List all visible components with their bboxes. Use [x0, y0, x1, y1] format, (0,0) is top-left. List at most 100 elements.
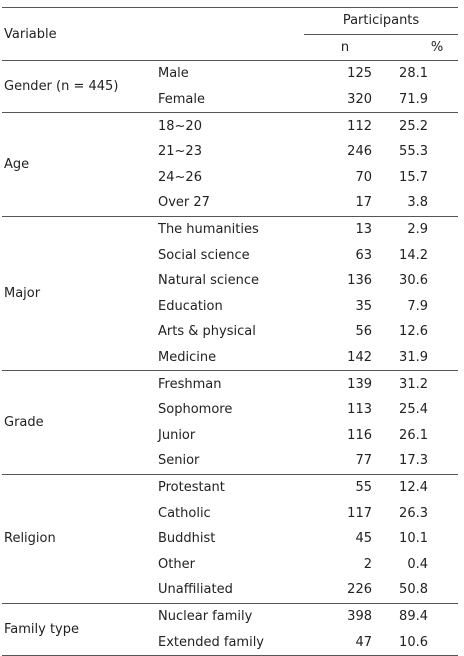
percent-cell: 30.6	[399, 273, 428, 289]
percent-cell: 28.1	[399, 66, 428, 82]
table-row: 24~26 70 15.7	[2, 165, 458, 191]
percent-cell: 3.8	[407, 195, 428, 211]
percent-cell: 17.3	[399, 453, 428, 469]
percent-cell: 50.8	[399, 582, 428, 598]
table-row: Senior 77 17.3	[2, 448, 458, 474]
subgroup-label: 21~23	[158, 144, 202, 160]
subgroup-label: Protestant	[154, 473, 304, 501]
count-cell: 116	[347, 427, 372, 443]
count-cell: 35	[355, 298, 372, 314]
table-row: Arts & physical 56 12.6	[2, 319, 458, 345]
percent-cell: 31.9	[399, 350, 428, 366]
count-cell: 17	[355, 195, 372, 211]
percent-cell: 12.6	[399, 324, 428, 340]
group-label: Religion	[2, 473, 154, 604]
percent-cell: 26.3	[399, 505, 428, 521]
table-row: Natural science 136 30.6	[2, 268, 458, 294]
count-cell: 45	[355, 531, 372, 547]
count-cell: 246	[347, 144, 372, 160]
table-row: Grade Freshman 139 31.2	[2, 370, 458, 475]
table-row: Religion Protestant 55 12.4	[2, 473, 458, 604]
count-cell: 77	[355, 453, 372, 469]
subgroup-label: Social science	[158, 247, 250, 263]
table-row: Sophomore 113 25.4	[2, 397, 458, 423]
subgroup-label: The humanities	[154, 215, 304, 243]
table-row: Other 2 0.4	[2, 551, 458, 577]
subgroup-label: Medicine	[158, 350, 217, 366]
subgroup-label: Nuclear family	[154, 602, 304, 630]
count-cell: 2	[363, 556, 372, 572]
count-cell: 117	[347, 505, 372, 521]
subgroup-label: Over 27	[158, 195, 210, 211]
subgroup-label: Catholic	[158, 505, 211, 521]
count-cell: 136	[347, 273, 372, 289]
percent-cell: 14.2	[399, 247, 428, 263]
percent-cell: 12.4	[386, 473, 458, 501]
group-label: Grade	[2, 370, 154, 475]
percent-cell: 25.4	[399, 402, 428, 418]
count-cell: 47	[304, 629, 386, 656]
subgroup-label: Other	[158, 556, 195, 572]
count-cell: 139	[304, 370, 386, 397]
count-cell: 142	[347, 350, 372, 366]
subgroup-label: Female	[158, 92, 206, 108]
subgroup-label: 24~26	[158, 169, 202, 185]
table-row: Over 27 17 3.8	[2, 190, 458, 216]
count-cell: 112	[304, 112, 386, 139]
count-cell: 320	[347, 92, 372, 108]
percent-cell: 89.4	[386, 602, 458, 630]
table-row: 21~23 246 55.3	[2, 139, 458, 165]
percent-cell: 7.9	[407, 298, 428, 314]
percent-cell: 15.7	[399, 169, 428, 185]
table-body: Gender (n = 445) Male 125 28.1 Female 320 71.9…	[2, 60, 458, 656]
count-cell: 56	[355, 324, 372, 340]
subgroup-label: Freshman	[154, 370, 304, 397]
subgroup-label: Natural science	[158, 273, 259, 289]
table-row: Major The humanities 13 2.9	[2, 215, 458, 372]
percent-cell: 25.2	[386, 112, 458, 139]
count-cell: 398	[304, 602, 386, 630]
table-row: Female 320 71.9	[2, 87, 458, 113]
header-row: Variable Participants	[2, 6, 458, 62]
table-row: Age 18~20 112 25.2	[2, 112, 458, 217]
percent-cell: 0.4	[407, 556, 428, 572]
count-cell: 113	[347, 402, 372, 418]
table-row: Junior 116 26.1	[2, 423, 458, 449]
percent-cell: 71.9	[399, 92, 428, 108]
percent-cell: 10.6	[386, 629, 458, 656]
table-row: Unaffiliated 226 50.8	[2, 577, 458, 603]
subgroup-label: Buddhist	[158, 531, 216, 547]
percent-cell: 2.9	[386, 215, 458, 243]
percent-cell: 55.3	[399, 144, 428, 160]
subgroup-label: 18~20	[154, 112, 304, 139]
table-row: Medicine 142 31.9	[2, 345, 458, 371]
subgroup-label: Arts & physical	[158, 324, 256, 340]
table-row: Gender (n = 445) Male 125 28.1	[2, 60, 458, 114]
table-row: Buddhist 45 10.1	[2, 526, 458, 552]
n-header: n	[304, 34, 386, 62]
count-cell: 63	[355, 247, 372, 263]
count-cell: 125	[347, 66, 372, 82]
subgroup-label: Extended family	[154, 629, 304, 656]
subgroup-label: Sophomore	[158, 402, 233, 418]
participants-header: Participants	[304, 7, 458, 35]
group-label: Major	[2, 215, 154, 372]
table-row: Education 35 7.9	[2, 294, 458, 320]
percent-cell: 10.1	[399, 531, 428, 547]
group-label: Age	[2, 112, 154, 217]
table-row: Catholic 117 26.3	[2, 500, 458, 526]
subgroup-label: Education	[158, 298, 223, 314]
percent-header: %	[386, 34, 458, 62]
subgroup-label: Unaffiliated	[158, 582, 233, 598]
count-cell: 55	[304, 473, 386, 501]
count-cell: 226	[347, 582, 372, 598]
group-label: Family type	[2, 602, 154, 656]
group-label: Gender (n = 445)	[2, 60, 154, 114]
percent-cell: 31.2	[386, 370, 458, 397]
table-row: Family type Nuclear family 398 89.4	[2, 602, 458, 656]
variable-header: Variable	[2, 6, 154, 62]
subgroup-label: Senior	[158, 453, 200, 469]
participants-table: Variable Participants n % Gender (n = 44…	[2, 6, 458, 656]
table-row: Social science 63 14.2	[2, 242, 458, 268]
subheader-row: n %	[2, 34, 458, 62]
